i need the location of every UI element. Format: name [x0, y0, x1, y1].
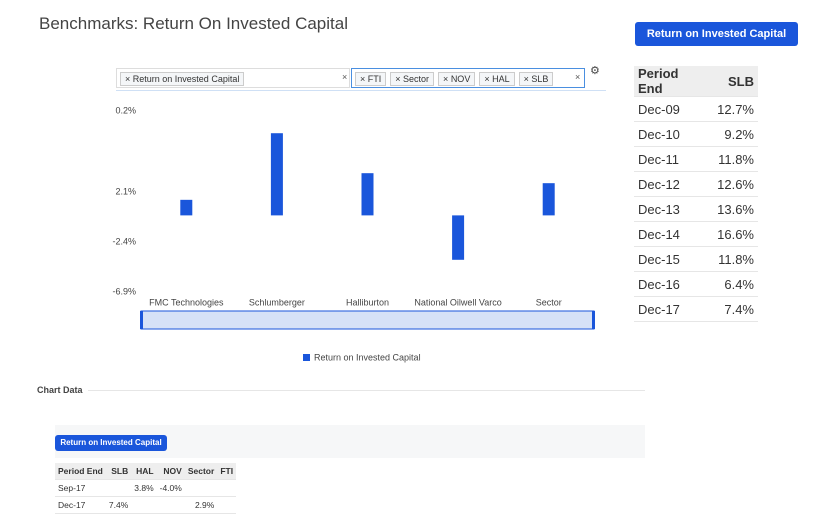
bar	[361, 173, 374, 216]
table-row: Dec-16 6.4%	[634, 271, 758, 297]
filter-tag[interactable]: × Sector	[390, 72, 435, 86]
y-tick-label: 0.2%	[115, 105, 136, 115]
table-row: Dec-17 7.4%	[634, 296, 758, 322]
nav-handle	[140, 311, 143, 329]
bar	[270, 133, 283, 216]
column-header: FTI	[217, 463, 237, 480]
page-title: Benchmarks: Return On Invested Capital	[39, 14, 348, 33]
table-row: Sep-17 3.8% -4.0%	[55, 479, 237, 497]
table-cell: 16.6%	[705, 221, 758, 247]
divider	[88, 390, 645, 391]
column-header: Period End	[634, 66, 705, 97]
x-tick-label: Sector	[536, 297, 562, 307]
table-cell: 7.4%	[705, 296, 758, 322]
data-table: Period End SLB HAL NOV Sector FTI Sep-17 3.8% -4…	[55, 463, 237, 514]
table-row: Dec-11 11.8%	[634, 146, 758, 172]
header-row: Period End SLB	[634, 66, 758, 97]
tag-label: Return on Invested Capital	[132, 74, 240, 84]
table-cell: Dec-09	[634, 96, 705, 122]
table-cell: 2.9%	[184, 496, 218, 514]
filter-tag[interactable]: × NOV	[438, 72, 476, 86]
clear-icon[interactable]: ×	[342, 72, 348, 82]
table-cell	[184, 479, 218, 497]
company-filter[interactable]: × FTI × Sector × NOV × HAL × SLB	[351, 68, 585, 88]
table-row: Dec-17 7.4% 2.9%	[55, 496, 237, 514]
x-tick-label: Halliburton	[346, 297, 389, 307]
column-header: Period End	[55, 463, 106, 480]
bar	[452, 215, 465, 260]
bar	[542, 183, 555, 216]
tag-label: NOV	[450, 74, 471, 84]
table-cell: 13.6%	[705, 196, 758, 222]
metric-button[interactable]: Return on Invested Capital	[635, 22, 798, 46]
x-tick-label: National Oilwell Varco	[414, 297, 501, 307]
bar	[180, 199, 193, 216]
filter-tag[interactable]: × Return on Invested Capital	[120, 72, 245, 86]
table-cell: Dec-17	[55, 496, 106, 514]
filter-tag[interactable]: × HAL	[479, 72, 515, 86]
legend-swatch	[303, 354, 310, 361]
table-cell: 6.4%	[705, 271, 758, 297]
header-row: Period End SLB HAL NOV Sector FTI	[55, 463, 237, 480]
table-cell: 12.6%	[705, 171, 758, 197]
settings-icon[interactable]: ⚙	[590, 65, 600, 77]
table-cell	[131, 496, 157, 514]
table-cell: -4.0%	[156, 479, 185, 497]
table-cell: Dec-17	[634, 296, 705, 322]
table-cell	[105, 479, 132, 497]
table-row: Dec-15 11.8%	[634, 246, 758, 272]
table-row: Dec-14 16.6%	[634, 221, 758, 247]
legend-label: Return on Invested Capital	[314, 352, 421, 362]
table-cell: Dec-14	[634, 221, 705, 247]
column-header: SLB	[705, 66, 758, 97]
range-navigator	[140, 310, 595, 330]
column-header: NOV	[156, 463, 185, 480]
x-tick-label: Schlumberger	[249, 297, 305, 307]
filter-tag[interactable]: × SLB	[518, 72, 554, 86]
chart: 0.2% 2.1% -2.4% -6.9% FMC Technologies Schlum…	[112, 105, 595, 362]
section-title: Chart Data	[37, 385, 83, 395]
column-header: HAL	[131, 463, 157, 480]
metric-filter[interactable]: × Return on Invested Capital	[116, 68, 350, 88]
tag-label: FTI	[367, 74, 382, 84]
table-cell: Dec-16	[634, 271, 705, 297]
table-cell: 9.2%	[705, 121, 758, 147]
table-cell: 11.8%	[705, 146, 758, 172]
metric-button[interactable]: Return on Invested Capital	[55, 435, 167, 451]
table-row: Dec-09 12.7%	[634, 96, 758, 122]
table-row: Dec-13 13.6%	[634, 196, 758, 222]
table-cell: Dec-13	[634, 196, 705, 222]
tag-label: Sector	[403, 74, 430, 84]
y-tick-label: 2.1%	[115, 186, 136, 196]
table-cell: 11.8%	[705, 246, 758, 272]
nav-handle	[592, 311, 595, 329]
table-cell: 12.7%	[705, 96, 758, 122]
clear-icon[interactable]: ×	[575, 72, 581, 82]
table-cell: Sep-17	[55, 479, 106, 497]
table-cell: Dec-12	[634, 171, 705, 197]
table-cell: Dec-11	[634, 146, 705, 172]
column-header: SLB	[105, 463, 132, 480]
table-cell	[217, 479, 237, 497]
table-cell: Dec-15	[634, 246, 705, 272]
table-cell	[217, 496, 237, 514]
y-tick-label: -6.9%	[112, 286, 136, 296]
table-cell: 3.8%	[131, 479, 157, 497]
y-tick-label: -2.4%	[112, 236, 136, 246]
table-cell: Dec-10	[634, 121, 705, 147]
divider	[116, 90, 606, 91]
column-header: Sector	[184, 463, 218, 480]
table-cell: 7.4%	[105, 496, 132, 514]
table-row: Dec-12 12.6%	[634, 171, 758, 197]
side-table: Period End SLB Dec-09 12.7% Dec-10 9.2% Dec-11…	[634, 66, 758, 322]
tag-label: SLB	[531, 74, 549, 84]
filter-tag[interactable]: × FTI	[355, 72, 387, 86]
x-tick-label: FMC Technologies	[149, 297, 224, 307]
table-row: Dec-10 9.2%	[634, 121, 758, 147]
table-cell	[156, 496, 185, 514]
tag-label: HAL	[492, 74, 510, 84]
